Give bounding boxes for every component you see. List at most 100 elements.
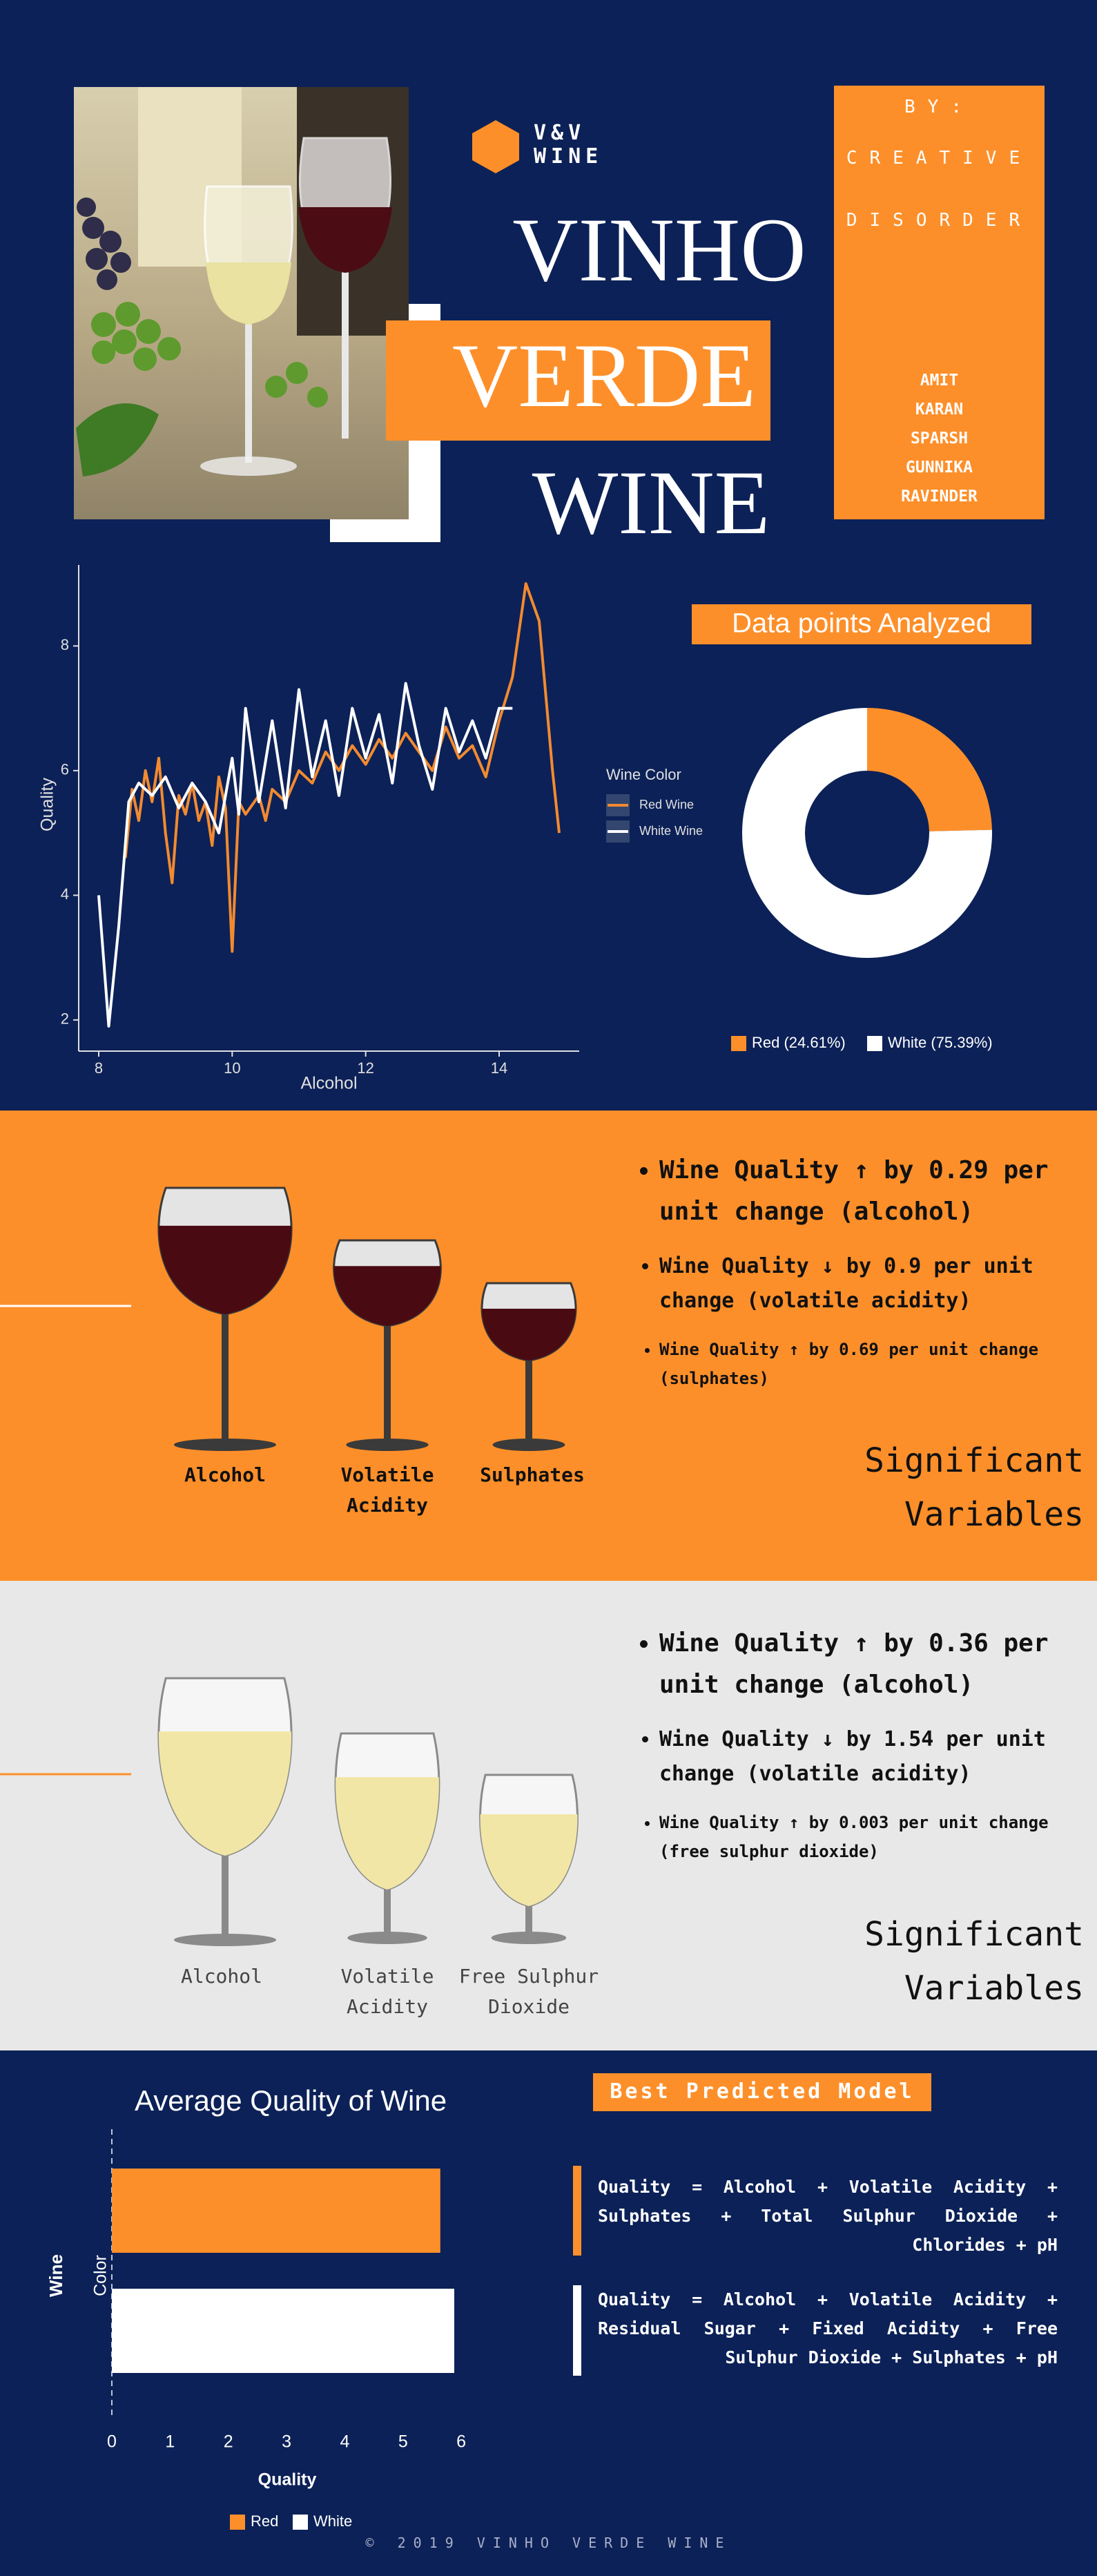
photo-white-wine [206,262,291,325]
photo-red-wine [298,207,392,273]
y-tick-label: 4 [61,885,69,903]
legend-label: White (75.39%) [888,1034,993,1051]
legend-label: Red [251,2512,278,2530]
variable-label: Alcohol [184,1463,266,1486]
variable-label: Free Sulphur Dioxide [458,1965,599,2018]
glass-base [346,1439,429,1451]
credits-box [834,86,1045,519]
member: GUNNIKA [906,459,973,477]
x-tick-label: 12 [357,1059,373,1077]
variable-label: Sulphates [480,1463,585,1486]
legend-label: White [313,2512,352,2530]
x-tick-label: 6 [456,2432,466,2452]
glass-wine [158,1731,292,1856]
footer: © 2019 VINHO VERDE WINE [365,2535,732,2551]
x-tick-label: 5 [398,2432,408,2452]
bar [112,2289,455,2373]
member: KARAN [915,401,964,419]
legend-label: White Wine [639,824,703,838]
bullet: Wine Quality ↑ by 0.69 per unit change (… [659,1335,1097,1393]
glass-stem [525,1906,532,1936]
photo-grapes-green [91,302,328,407]
variable-label: Volatile Acidity [340,1463,434,1517]
logo-hexagon [472,120,519,173]
x-tick-label: 10 [224,1059,240,1077]
glass-stem [525,1361,532,1443]
glass-stem [222,1856,229,1939]
legend-swatch [230,2515,245,2530]
series-line [124,582,561,953]
pie-slice [867,708,992,832]
glass-wine [158,1225,292,1314]
title-line: VERDE [452,325,756,426]
x-tick-label: 1 [165,2432,175,2452]
glass-wine [480,1814,578,1906]
bullet: Wine Quality ↓ by 0.9 per unit change (v… [659,1249,1097,1318]
glass-base [173,1934,277,1946]
title-box [386,320,770,441]
model-title-box [593,2073,931,2111]
glass-wine [482,1308,576,1361]
legend-swatch [731,1036,746,1051]
glass-stem [222,1314,229,1443]
bullet: Wine Quality ↓ by 1.54 per unit change (… [659,1722,1097,1791]
credits-team: DISORDER [846,210,1033,231]
member: RAVINDER [901,488,978,506]
legend-swatch [293,2515,308,2530]
section-heading: Significant Variables [864,1441,1084,1534]
series-line [97,682,513,1028]
group-label: Wine [46,2254,66,2297]
chart-title-box [692,604,1031,644]
y-tick-label: 2 [61,1010,69,1028]
x-tick-label: 0 [107,2432,117,2452]
glass-stem [384,1890,391,1936]
formula: Quality = Alcohol + Volatile Acidity + R… [598,2289,1058,2367]
x-tick-label: 8 [95,1059,103,1077]
y-axis-label: Color [91,2255,110,2296]
glass-wine [333,1266,441,1326]
white-bullets: Wine Quality ↑ by 0.36 per unit change (… [632,1623,1097,1883]
bullet: Wine Quality ↑ by 0.29 per unit change (… [659,1150,1097,1233]
y-tick-label: 8 [61,636,69,653]
logo-text: WINE [534,144,603,169]
glass-base [491,1932,567,1944]
legend-label: Red (24.61%) [752,1034,846,1051]
chart-title: Data points Analyzed [732,608,991,639]
y-tick-label: 6 [61,761,69,778]
logo-text: V&V [534,121,586,145]
x-axis-label: Quality [258,2470,317,2490]
photo-stem [342,273,349,439]
credits-team: CREATIVE [846,148,1033,169]
glass-base [173,1439,277,1451]
bullet: Wine Quality ↑ by 0.36 per unit change (… [659,1623,1097,1706]
variable-label: Alcohol [180,1965,262,1988]
chart-title: Average Quality of Wine [135,2084,447,2117]
title-line: WINE [532,452,770,553]
legend-label: Red Wine [639,798,694,811]
title-line: VINHO [512,199,806,300]
glass-stem [384,1326,391,1443]
pie-slice [742,708,993,958]
photo [74,87,409,519]
photo-leaf [76,403,159,477]
x-tick-label: 3 [282,2432,291,2452]
x-axis-label: Alcohol [301,1074,358,1093]
section-heading: Significant Variables [864,1915,1084,2008]
glass-wine [336,1777,439,1890]
legend-title: Wine Color [606,766,681,783]
member: SPARSH [910,430,969,448]
glass-base [347,1932,427,1944]
photo-stem [245,325,252,463]
x-tick-label: 14 [491,1059,507,1077]
bar [112,2169,440,2253]
formula-marker [573,2166,581,2256]
member: AMIT [920,372,959,390]
y-axis-label: Quality [38,778,57,832]
credits-by: BY: [904,97,974,117]
formula: Quality = Alcohol + Volatile Acidity + S… [598,2177,1058,2255]
photo-base [200,456,297,476]
legend-swatch [867,1036,882,1051]
